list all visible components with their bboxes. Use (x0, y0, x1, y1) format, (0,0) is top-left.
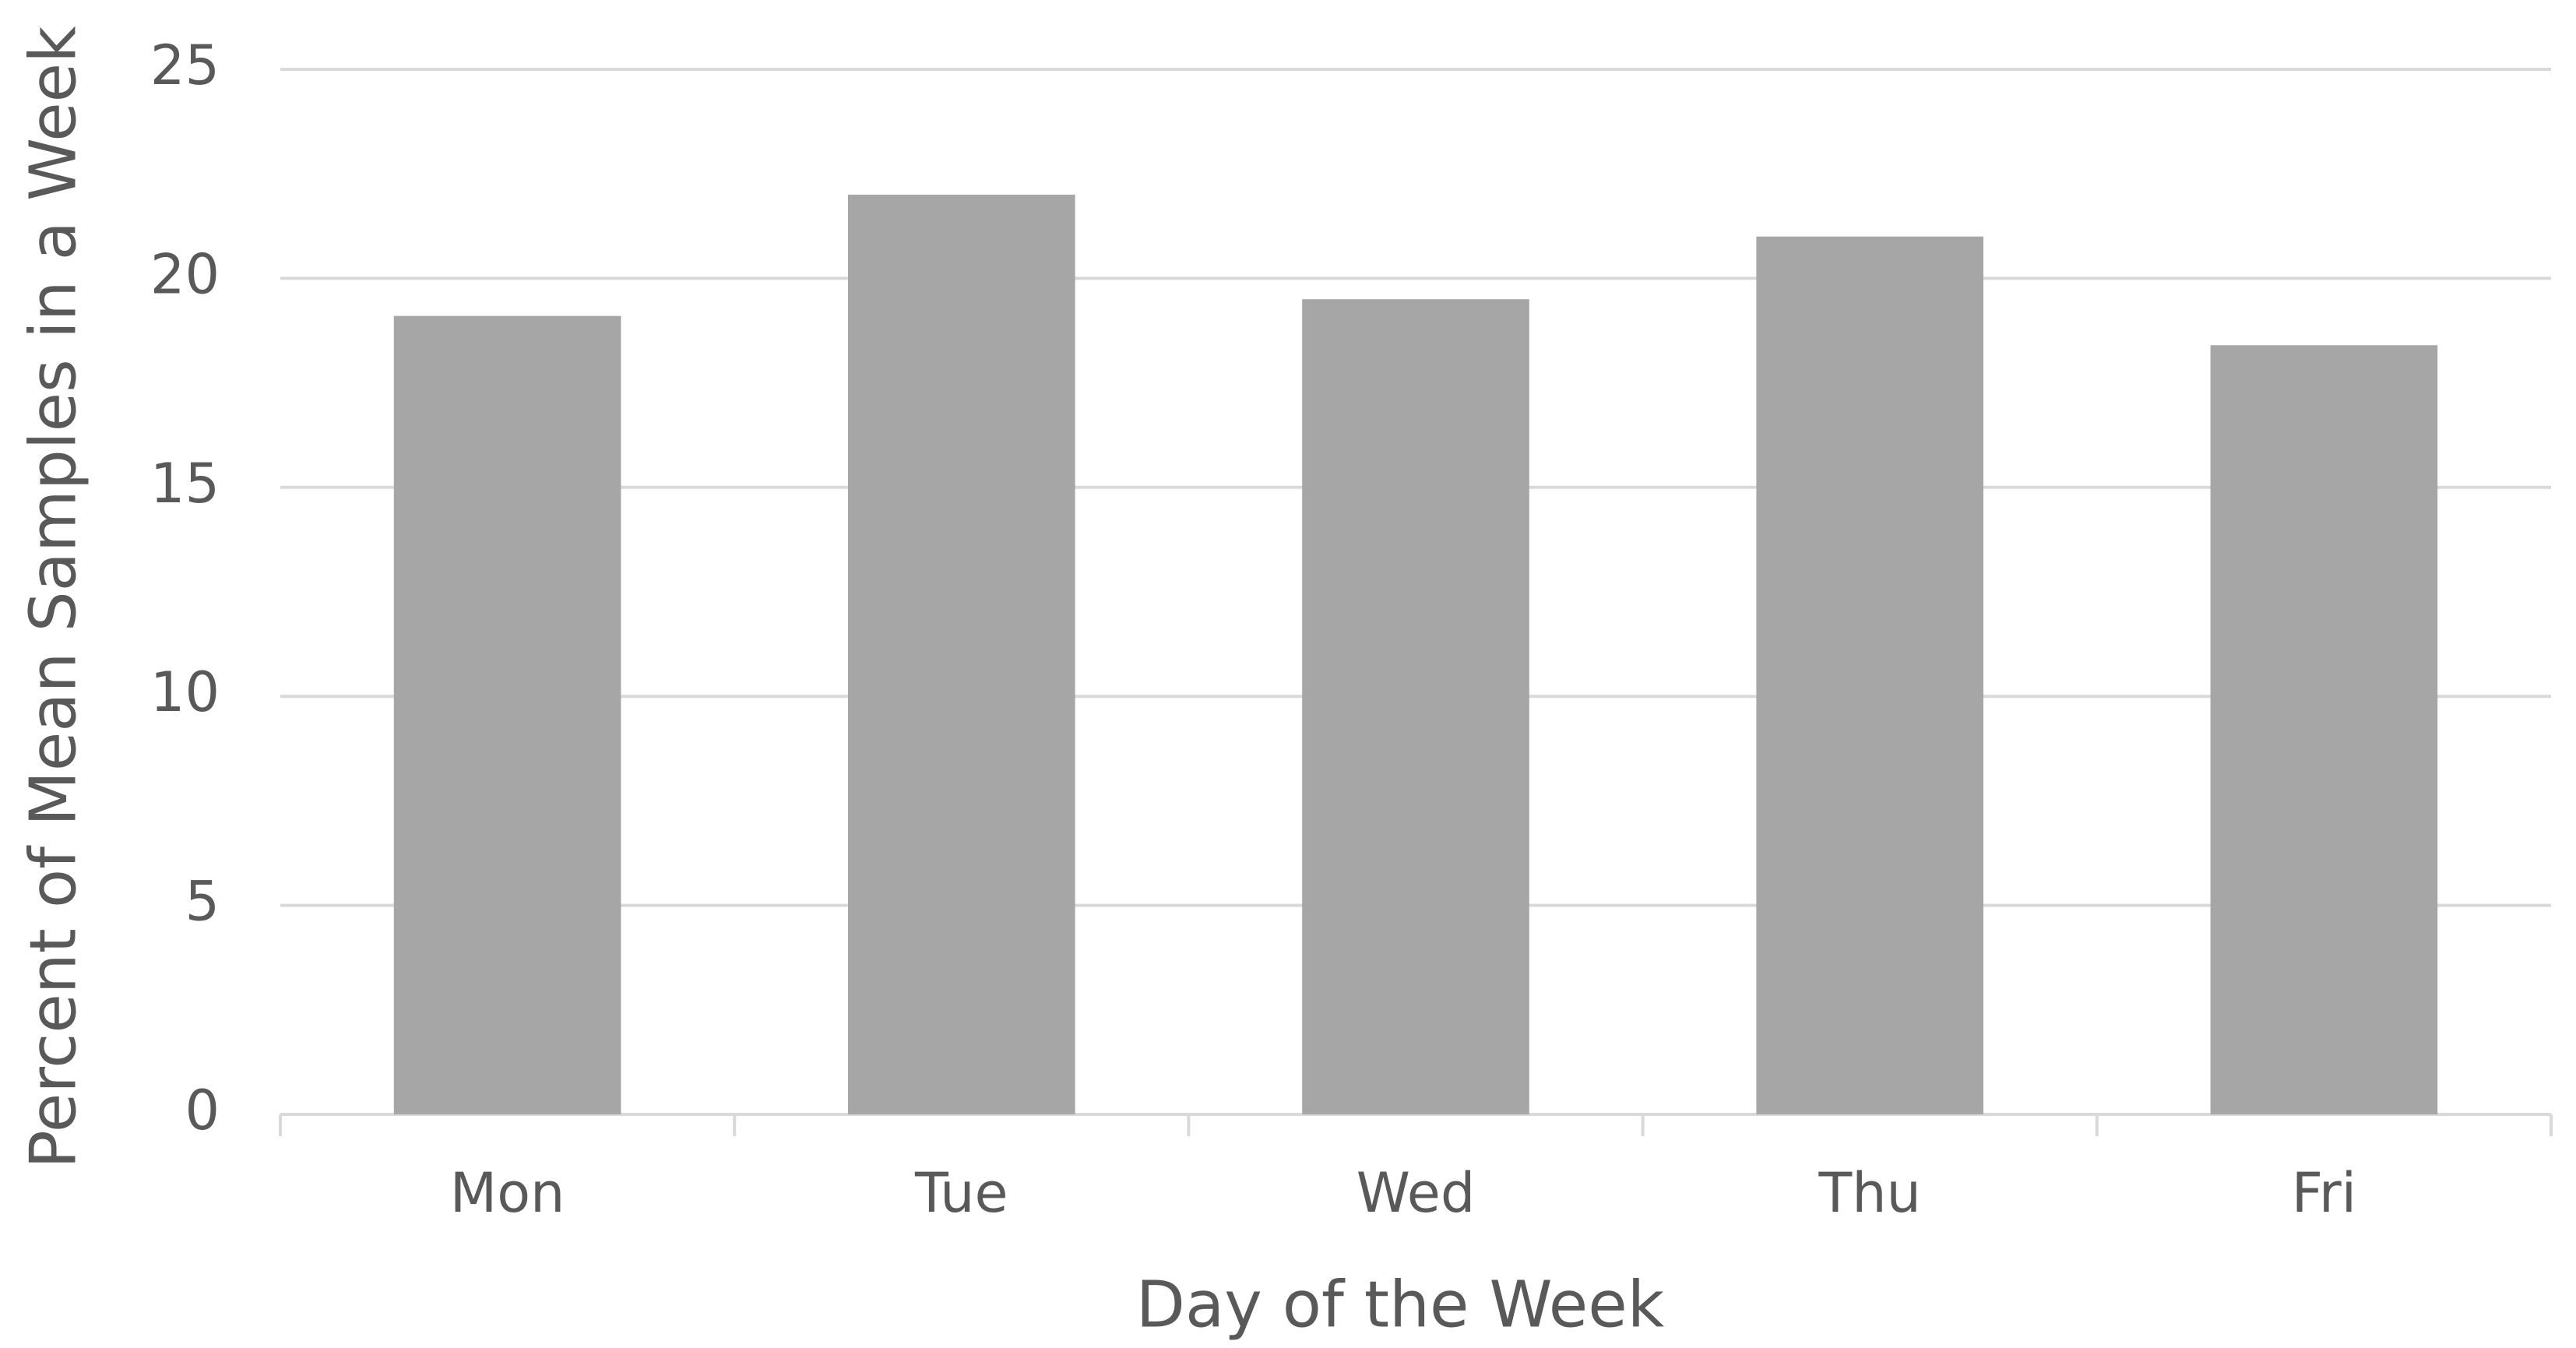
y-tick-label: 20 (150, 242, 220, 306)
x-tick-label: Thu (1818, 1161, 1921, 1225)
x-tick-label: Fri (2292, 1161, 2356, 1225)
x-tick-label: Tue (914, 1161, 1008, 1225)
x-axis-title: Day of the Week (1136, 1268, 1665, 1342)
y-tick-label: 10 (150, 660, 220, 724)
y-tick-label: 0 (185, 1079, 220, 1142)
y-tick-label: 5 (185, 870, 220, 934)
bar (848, 195, 1075, 1114)
x-tick-label: Mon (450, 1161, 565, 1225)
bar (1302, 299, 1529, 1114)
y-tick-label: 15 (150, 452, 220, 516)
bar (393, 315, 621, 1114)
bar (1756, 236, 1983, 1115)
y-tick-label: 25 (150, 33, 220, 97)
bar (2210, 345, 2438, 1115)
y-axis-title: Percent of Mean Samples in a Week (16, 26, 90, 1169)
x-tick-label: Wed (1357, 1161, 1476, 1225)
